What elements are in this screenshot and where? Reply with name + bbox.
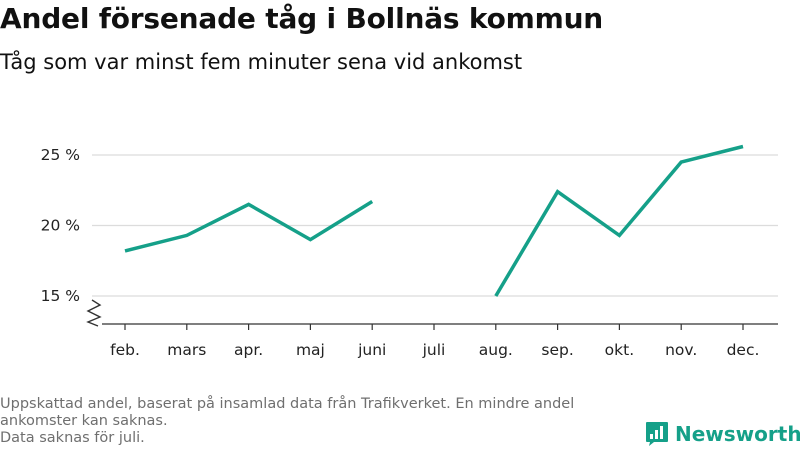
x-tick-label: maj xyxy=(296,341,325,359)
series-line-segment xyxy=(494,144,744,297)
x-tick-label: sep. xyxy=(541,341,573,359)
x-tick-label: juli xyxy=(422,341,446,359)
chart-footnote: Uppskattad andel, baserat på insamlad da… xyxy=(0,396,640,447)
gridlines xyxy=(92,154,778,297)
brand-logo: Newsworthy xyxy=(645,420,800,448)
x-tick-label: dec. xyxy=(727,341,760,359)
brand-name: Newsworthy xyxy=(675,422,800,446)
newsworthy-logo-icon xyxy=(646,422,668,446)
x-tick-label: feb. xyxy=(110,341,140,359)
series-line-segment xyxy=(124,200,374,253)
chart-subtitle: Tåg som var minst fem minuter sena vid a… xyxy=(0,50,523,74)
x-axis: feb. mars apr. maj juni juli aug. sep. okt. nov. d… xyxy=(102,323,778,359)
footnote-line: Data saknas för juli. xyxy=(0,430,145,446)
line-chart: 15 % 20 % 25 % feb. mars apr. maj juni juli aug.… xyxy=(41,144,778,359)
footnote-line: ankomster kan saknas. xyxy=(0,413,168,429)
y-tick-label: 25 % xyxy=(41,146,80,164)
x-tick-label: mars xyxy=(167,341,206,359)
series-lines xyxy=(124,144,744,297)
x-tick-label: apr. xyxy=(234,341,263,359)
axis-break-mark xyxy=(86,299,102,327)
x-tick-label: nov. xyxy=(665,341,697,359)
x-tick-label: juni xyxy=(357,341,386,359)
chart-title: Andel försenade tåg i Bollnäs kommun xyxy=(0,2,604,35)
y-tick-label: 20 % xyxy=(41,217,80,235)
axis-break-icon xyxy=(86,299,102,327)
y-tick-label: 15 % xyxy=(41,287,80,305)
y-axis-tick-labels: 15 % 20 % 25 % xyxy=(41,146,80,305)
x-tick-label: okt. xyxy=(605,341,634,359)
footnote-line: Uppskattad andel, baserat på insamlad da… xyxy=(0,396,575,412)
x-tick-label: aug. xyxy=(479,341,513,359)
